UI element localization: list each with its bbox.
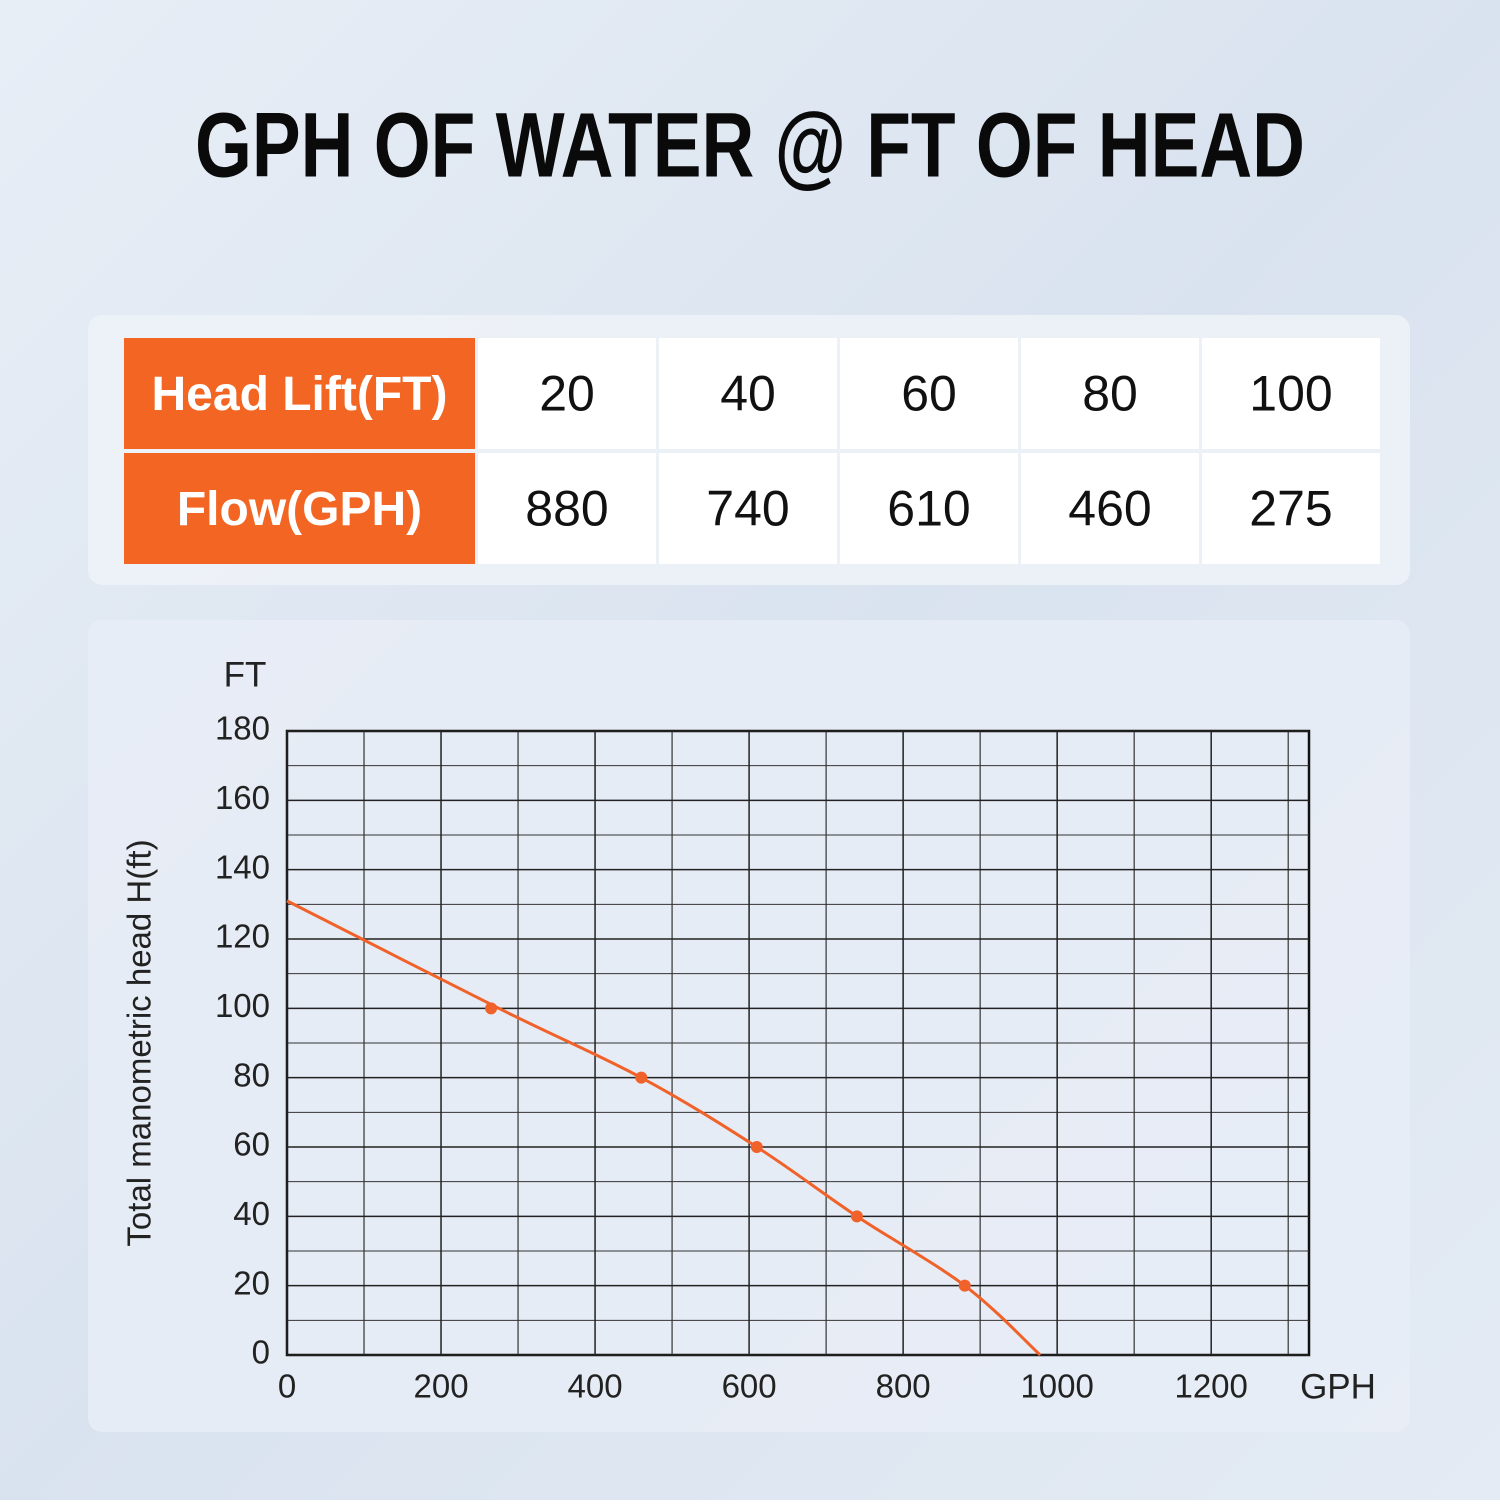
point (635, 1071, 648, 1084)
y-tick-label: 20 (233, 1264, 270, 1301)
cell (1202, 453, 1380, 564)
x-tick-label: 800 (876, 1368, 931, 1405)
x-tick-label: 1000 (1020, 1368, 1093, 1405)
point (850, 1210, 863, 1223)
cell-text: 610 (887, 481, 970, 537)
title: GPH OF WATER @ FT OF HEAD (195, 94, 1305, 196)
header-cell (124, 453, 475, 564)
cell (1021, 338, 1199, 449)
x-tick-label: 400 (568, 1368, 623, 1405)
x-tick-label: 0 (278, 1368, 296, 1405)
y-axis-title: Total manometric head H(ft) (121, 839, 158, 1246)
row-header: Flow(GPH) (177, 483, 422, 536)
header-cell (124, 338, 475, 449)
point (485, 1002, 498, 1015)
y-tick-label: 160 (215, 779, 270, 816)
row-header: Head Lift(FT) (152, 368, 448, 421)
cell (840, 338, 1018, 449)
cell-text: 60 (901, 366, 957, 422)
point (750, 1141, 763, 1153)
chart: 0 20 40 60 80 100 120 140 160 180 0 200 400 600 800 100… (121, 655, 1376, 1406)
cell-text: 20 (539, 366, 595, 422)
cell-text: 880 (525, 481, 608, 537)
cell-text: 460 (1068, 481, 1151, 537)
x-tick-label: 1200 (1174, 1368, 1247, 1405)
cell (478, 338, 656, 449)
y-tick-label: 0 (252, 1334, 270, 1371)
cell-text: 100 (1249, 366, 1332, 422)
cell-text: 40 (720, 366, 776, 422)
x-unit: GPH (1300, 1367, 1376, 1406)
y-tick-label: 80 (233, 1056, 270, 1093)
y-tick-label: 60 (233, 1126, 270, 1163)
y-tick-label: 120 (215, 918, 270, 955)
curve (286, 899, 1042, 1357)
cell (659, 453, 837, 564)
cell (1202, 338, 1380, 449)
x-tick-label: 600 (722, 1368, 777, 1405)
y-tick-label: 40 (233, 1195, 270, 1232)
table: Head Lift(FT) 20 40 60 80 100 Flow(GPH) 880 740 6… (124, 338, 1380, 564)
cell-text: 80 (1082, 366, 1138, 422)
cell (659, 338, 837, 449)
y-unit: FT (224, 655, 267, 694)
cell-text: 275 (1249, 481, 1332, 537)
cell (840, 453, 1018, 564)
x-tick-label: 200 (414, 1368, 469, 1405)
y-tick-label: 140 (215, 848, 270, 885)
cell (478, 453, 656, 564)
y-tick-label: 180 (215, 710, 270, 747)
point (958, 1279, 971, 1292)
y-tick-label: 100 (215, 987, 270, 1024)
cell-text: 740 (706, 481, 789, 537)
cell (1021, 453, 1199, 564)
